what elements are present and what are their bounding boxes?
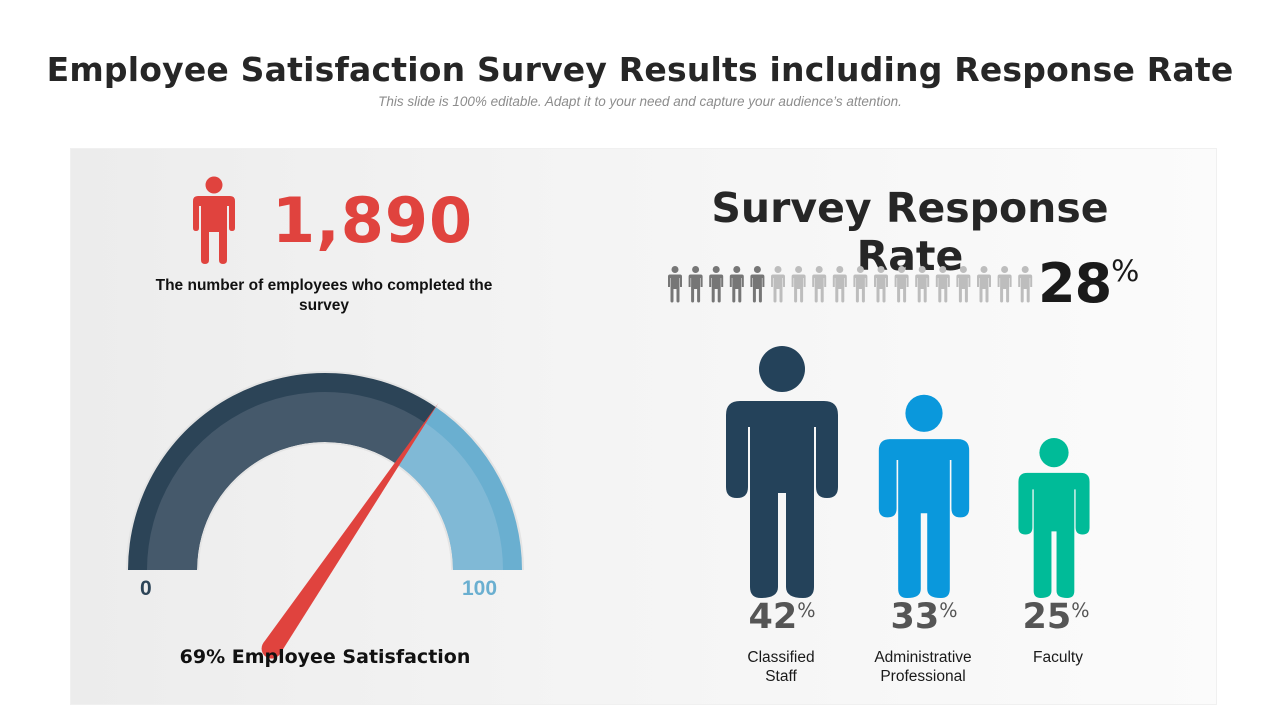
group-person-icon	[726, 346, 838, 598]
group-person-icon	[878, 394, 970, 598]
response-rate-title: Survey Response Rate	[711, 184, 1109, 280]
response-rate-unit: %	[1111, 254, 1139, 289]
gauge-value-label: 69% Employee Satisfaction	[179, 646, 471, 668]
group-label-line: Faculty	[1033, 649, 1083, 666]
group-label-line: Professional	[880, 668, 966, 685]
small-person-icon	[812, 266, 827, 303]
group-value-administrative-professional: 33%	[864, 597, 984, 637]
group-value-number: 33	[890, 597, 940, 637]
group-label-administrative-professional: Administrative Professional	[848, 648, 998, 686]
small-person-icon	[832, 266, 847, 303]
gauge-max-label: 100	[462, 577, 498, 600]
response-rate-number: 28	[1038, 252, 1112, 315]
group-label-line: Staff	[765, 668, 797, 685]
group-value-number: 42	[748, 597, 798, 637]
small-person-icon	[915, 266, 930, 303]
page-title: Employee Satisfaction Survey Results inc…	[46, 50, 1234, 89]
gauge-min-label: 0	[140, 577, 152, 600]
small-person-icon	[956, 266, 971, 303]
gauge-needle-hub	[261, 638, 282, 659]
group-value-unit: %	[797, 599, 816, 622]
small-person-icon	[668, 266, 682, 303]
small-person-icon	[709, 266, 724, 303]
employees-completed-count: 1,890	[272, 184, 474, 257]
small-person-icon	[894, 266, 909, 303]
group-person-icon	[1018, 438, 1090, 598]
group-value-classified-staff: 42%	[722, 597, 842, 637]
small-person-icon	[874, 266, 888, 303]
response-rate-value: 28%	[1038, 252, 1139, 315]
group-persons	[726, 346, 1090, 598]
gauge-needle	[263, 402, 439, 655]
small-person-icon	[853, 266, 868, 303]
small-person-icon	[729, 266, 744, 303]
group-label-faculty: Faculty	[983, 648, 1133, 667]
group-label-line: Classified	[747, 649, 815, 666]
small-person-icon	[688, 266, 703, 303]
group-value-unit: %	[939, 599, 958, 622]
small-person-icon	[997, 266, 1012, 303]
group-label-line: Administrative	[874, 649, 972, 666]
small-person-icon	[791, 266, 806, 303]
group-value-unit: %	[1071, 599, 1090, 622]
group-value-number: 25	[1022, 597, 1072, 637]
small-person-icon	[750, 266, 765, 303]
group-label-classified-staff: Classified Staff	[706, 648, 856, 686]
group-value-faculty: 25%	[996, 597, 1116, 637]
small-person-icon	[1018, 266, 1033, 303]
gauge-rest-arc-inner	[396, 422, 503, 570]
person-icon	[193, 176, 235, 264]
small-person-icon	[771, 266, 785, 303]
small-person-icon	[935, 266, 950, 303]
satisfaction-gauge	[126, 371, 524, 659]
small-person-icon	[977, 266, 991, 303]
response-rate-icon-row	[668, 266, 1033, 303]
page-subtitle: This slide is 100% editable. Adapt it to…	[378, 94, 902, 109]
gauge-value-arc-inner	[147, 392, 426, 570]
employees-completed-label: The number of employees who completed th…	[155, 277, 493, 314]
